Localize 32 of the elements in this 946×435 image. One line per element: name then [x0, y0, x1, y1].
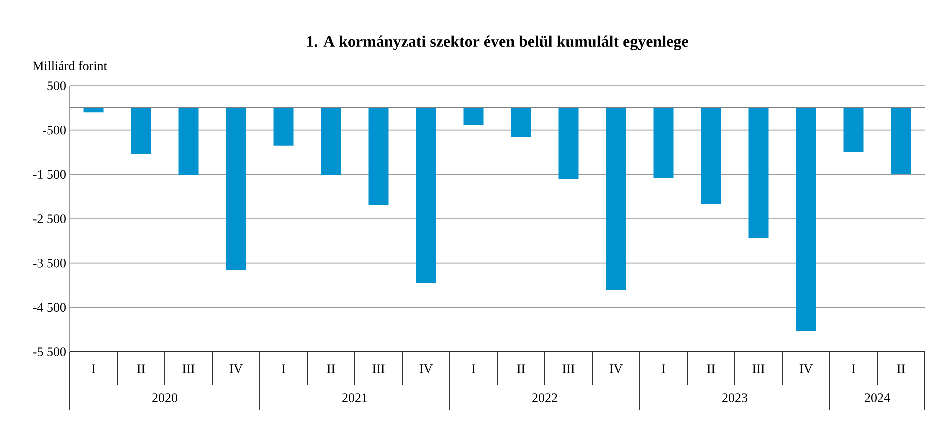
x-tick-label: II: [707, 364, 716, 374]
x-tick-label: IV: [420, 364, 433, 374]
x-tick-label: I: [852, 364, 856, 374]
text: 2023: [722, 394, 748, 402]
x-tick-label: III: [372, 364, 385, 374]
y-axis-title: Milliárd forint: [33, 61, 108, 70]
y-tick-label: -5 500: [33, 348, 66, 356]
y-tick-label: -500: [43, 126, 66, 135]
x-tick-label: I: [282, 364, 286, 374]
x-tick-label: IV: [610, 364, 623, 374]
x-tick-label: I: [92, 364, 96, 374]
x-tick-label: II: [327, 364, 336, 374]
y-tick-label: -1 500: [33, 170, 66, 180]
y-tick-label: -4 500: [33, 303, 66, 312]
y-tick-label: 500: [48, 82, 66, 90]
x-tick-label: III: [562, 364, 575, 374]
text: 2021: [342, 394, 368, 402]
x-tick-label: IV: [230, 364, 243, 374]
x-tick-label: II: [137, 364, 146, 374]
x-tick-label: IV: [800, 364, 813, 374]
x-tick-label: I: [472, 364, 476, 374]
text: 2020: [152, 394, 178, 402]
y-tick-label: -2 500: [33, 214, 66, 224]
chart-title: 1. A kormányzati szektor éven belül kumulált egyenlege: [307, 36, 688, 50]
x-tick-label: III: [752, 364, 765, 374]
x-tick-label: II: [517, 364, 526, 374]
x-tick-label: II: [897, 364, 906, 374]
y-tick-label: -3 500: [33, 258, 66, 268]
text: 2022: [532, 394, 558, 402]
x-tick-label: III: [182, 364, 195, 374]
x-tick-label: I: [662, 364, 666, 374]
text: 2024: [865, 394, 890, 402]
